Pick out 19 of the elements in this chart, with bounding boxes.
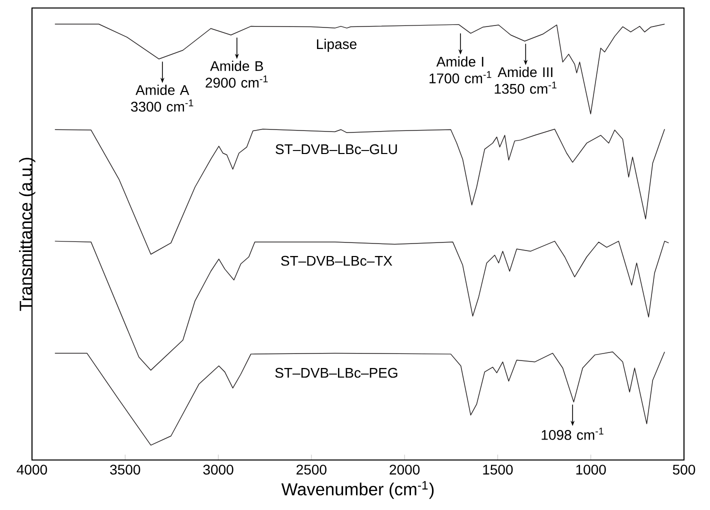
x-tick-label: 1000: [576, 464, 606, 475]
series-label: Lipase: [317, 38, 356, 52]
x-tick-label: 1500: [483, 464, 513, 475]
x-tick-label: 2500: [296, 464, 326, 475]
annotation: Amide B 2900 cm$^{-1}$: [206, 60, 268, 88]
x-axis-title: Wavenumber (cm$^{-1}$): [281, 481, 434, 499]
annotation: 1098 cm$^{-1}$: [542, 428, 604, 440]
x-tick-label: 2000: [390, 464, 420, 475]
annotation: Amide A 3300 cm$^{-1}$: [130, 84, 194, 112]
x-tick-label: 500: [672, 464, 696, 475]
y-axis-title: Transmittance (a.u.): [19, 158, 36, 311]
series-label: ST–DVB–LBc–GLU: [276, 144, 397, 154]
annotation: Amide I 1700 cm$^{-1}$: [430, 56, 492, 84]
series-label: ST–DVB–LBc–PEG: [275, 368, 398, 378]
annotation: Amide III 1350 cm$^{-1}$: [494, 66, 556, 94]
x-tick-label: 3000: [203, 464, 234, 475]
x-tick-label: 4000: [16, 464, 48, 475]
x-tick-label: 3500: [110, 464, 140, 475]
series-label: ST–DVB–LBc–TX: [281, 256, 392, 266]
